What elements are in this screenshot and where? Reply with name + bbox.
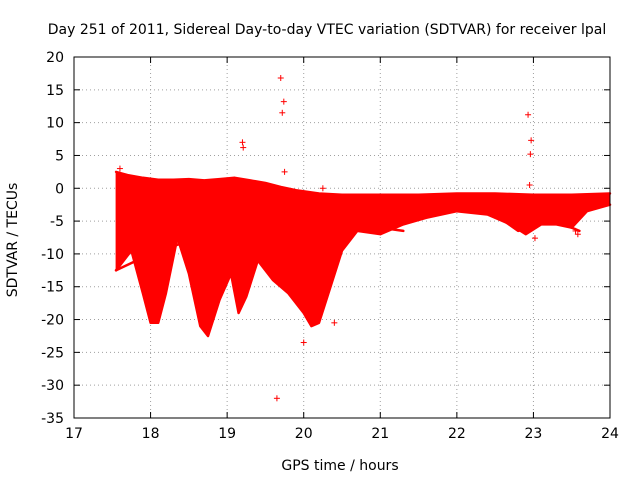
outlier-point — [279, 187, 286, 194]
outlier-point — [118, 208, 125, 215]
plot-frame — [73, 56, 611, 419]
y-tick-label: 0 — [55, 181, 64, 197]
y-tick-label: 5 — [55, 148, 64, 164]
y-tick-label: 15 — [46, 83, 64, 99]
outlier-point — [273, 395, 280, 402]
outlier-point — [281, 168, 288, 175]
x-tick-label: 18 — [142, 426, 160, 442]
outlier-point — [528, 137, 535, 144]
x-tick-label: 20 — [295, 426, 313, 442]
sdtvar-band — [115, 171, 611, 337]
x-tick-label: 23 — [525, 426, 543, 442]
outlier-point — [240, 144, 247, 151]
axis-ticks: 17 18 19 20 21 22 23 24 20 15 10 5 0 -5 -10 -15 -20 -25 -3… — [41, 50, 619, 442]
outlier-point — [120, 213, 127, 220]
outlier-point — [300, 339, 307, 346]
x-tick-label: 17 — [65, 426, 83, 442]
chart-title: Day 251 of 2011, Sidereal Day-to-day VTE… — [48, 22, 606, 38]
outlier-point — [280, 98, 287, 105]
outlier-point — [525, 111, 532, 118]
x-axis-title: GPS time / hours — [281, 458, 398, 474]
outlier-point — [159, 237, 166, 244]
outlier-point — [572, 227, 579, 234]
outlier-point — [270, 244, 277, 251]
outlier-point — [331, 319, 338, 326]
outlier-point — [526, 181, 533, 188]
outlier-point — [116, 165, 123, 172]
x-tick-label: 21 — [371, 426, 389, 442]
y-tick-label: -30 — [41, 378, 64, 394]
y-axis-title: SDTVAR / TECUs — [5, 183, 21, 298]
y-tick-label: -35 — [41, 411, 64, 427]
series-line — [114, 200, 382, 272]
data-layer — [114, 75, 612, 402]
outlier-point — [277, 75, 284, 82]
x-tick-label: 24 — [601, 426, 619, 442]
series-line — [455, 203, 581, 233]
outlier-point — [279, 109, 286, 116]
outlier-point — [531, 235, 538, 242]
grid-lines — [74, 57, 610, 418]
y-tick-label: 20 — [46, 50, 64, 66]
x-tick-label: 22 — [448, 426, 466, 442]
y-tick-label: -5 — [50, 214, 64, 230]
outlier-point — [527, 151, 534, 158]
y-tick-label: 10 — [46, 116, 64, 132]
series-line — [114, 170, 612, 197]
series-line — [187, 187, 405, 233]
outlier-point — [574, 231, 581, 238]
y-tick-label: -15 — [41, 280, 64, 296]
y-tick-label: -20 — [41, 313, 64, 329]
x-tick-label: 19 — [218, 426, 236, 442]
outlier-point — [319, 185, 326, 192]
outlier-point — [570, 211, 577, 218]
y-tick-label: -25 — [41, 345, 64, 361]
y-tick-label: -10 — [41, 247, 64, 263]
outlier-point — [239, 139, 246, 146]
outlier-point — [123, 175, 130, 182]
